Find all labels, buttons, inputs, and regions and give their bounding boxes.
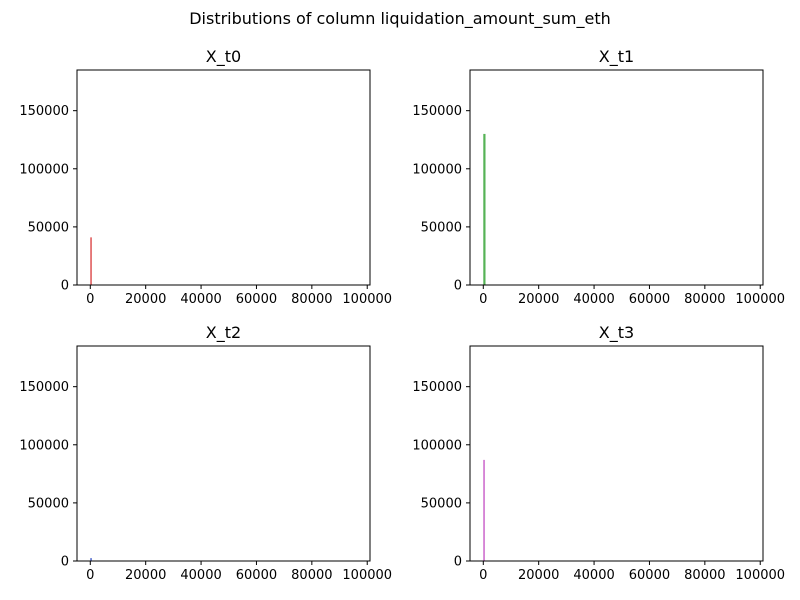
- x-tick-label: 100000: [342, 292, 392, 307]
- x-tick-label: 40000: [573, 292, 614, 307]
- y-tick-label: 50000: [28, 496, 69, 511]
- x-tick-label: 40000: [573, 568, 614, 583]
- y-tick-label: 100000: [412, 438, 462, 453]
- histogram-bar: [90, 237, 92, 285]
- x-tick-label: 60000: [629, 568, 670, 583]
- axes-frame: [469, 345, 764, 562]
- y-tick-label: 100000: [412, 162, 462, 177]
- y-tick-label: 50000: [28, 220, 69, 235]
- figure-title: Distributions of column liquidation_amou…: [189, 9, 611, 28]
- x-tick-label: 20000: [125, 568, 166, 583]
- y-tick-label: 100000: [19, 162, 69, 177]
- subplot-title: X_t1: [599, 47, 634, 67]
- x-tick-label: 80000: [684, 292, 725, 307]
- axes-frame: [76, 69, 371, 286]
- x-tick-label: 0: [86, 568, 94, 583]
- x-tick-label: 80000: [684, 568, 725, 583]
- histogram-bar: [90, 558, 92, 561]
- axes-frame: [469, 69, 764, 286]
- y-tick-label: 0: [454, 555, 462, 570]
- x-tick-label: 60000: [236, 568, 277, 583]
- x-tick-label: 80000: [291, 568, 332, 583]
- histogram-bar: [483, 459, 485, 561]
- x-tick-label: 60000: [629, 292, 670, 307]
- y-tick-label: 0: [454, 279, 462, 294]
- subplot-title: X_t3: [599, 323, 634, 343]
- y-tick-label: 100000: [19, 438, 69, 453]
- y-tick-label: 0: [61, 279, 69, 294]
- y-tick-label: 150000: [19, 380, 69, 395]
- x-tick-label: 80000: [291, 292, 332, 307]
- x-tick-label: 20000: [518, 292, 559, 307]
- axes-frame: [76, 345, 371, 562]
- x-tick-label: 100000: [342, 568, 392, 583]
- x-tick-label: 40000: [180, 292, 221, 307]
- y-tick-label: 150000: [19, 104, 69, 119]
- x-tick-label: 20000: [518, 568, 559, 583]
- x-tick-label: 0: [86, 292, 94, 307]
- subplot-title: X_t2: [206, 323, 241, 343]
- x-tick-label: 40000: [180, 568, 221, 583]
- y-tick-label: 150000: [412, 380, 462, 395]
- histogram-bar: [483, 133, 486, 285]
- y-tick-label: 50000: [421, 220, 462, 235]
- y-tick-label: 50000: [421, 496, 462, 511]
- x-tick-label: 20000: [125, 292, 166, 307]
- x-tick-label: 100000: [735, 292, 785, 307]
- y-tick-label: 150000: [412, 104, 462, 119]
- y-tick-label: 0: [61, 555, 69, 570]
- x-tick-label: 60000: [236, 292, 277, 307]
- x-tick-label: 0: [479, 568, 487, 583]
- x-tick-label: 0: [479, 292, 487, 307]
- x-tick-label: 100000: [735, 568, 785, 583]
- subplot-title: X_t0: [206, 47, 241, 67]
